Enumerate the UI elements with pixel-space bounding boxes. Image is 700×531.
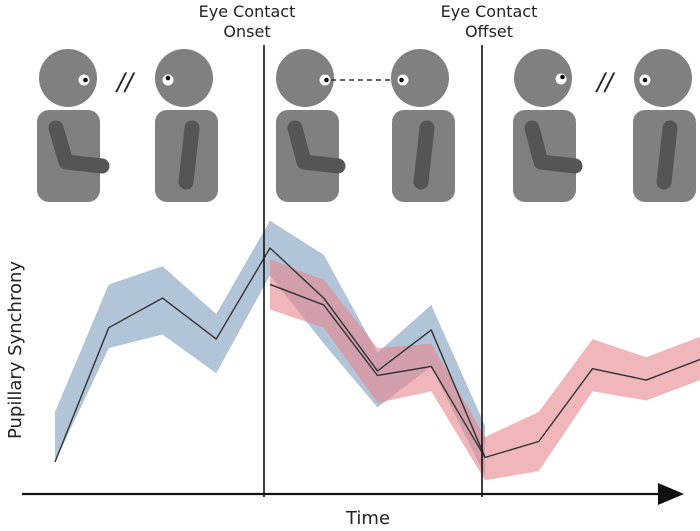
arm [413,120,435,190]
x-axis-label: Time [345,508,390,529]
person-phase2-right [391,49,455,202]
pupil-icon [399,77,404,83]
onset-label-line1: Eye Contact [199,2,296,21]
person-phase1-left [37,49,110,202]
no-contact-mark-2: // [595,68,616,96]
head [514,49,572,107]
mean-line-1 [54,247,486,463]
eye-icon [555,73,567,85]
y-axis-label: Pupillary Synchrony [5,261,26,439]
arm [48,120,110,174]
person-phase3-right [633,49,696,202]
offset-label-line1: Eye Contact [441,2,538,21]
person-phase2-left [276,49,346,202]
pupil-icon [642,77,648,83]
synchrony-chart [54,220,700,481]
head [39,49,97,107]
arm [656,120,678,190]
mean-line-2 [269,283,700,459]
confidence-band-1 [55,220,485,476]
confidence-band-2 [270,259,700,481]
people-illustrations: // [37,49,696,202]
arm [178,120,200,190]
head [276,49,334,107]
arm [524,120,583,174]
person-phase3-left [513,49,583,202]
onset-label-line2: Onset [223,22,270,41]
offset-label-line2: Offset [465,22,513,41]
pupil-icon [83,77,88,83]
pupil-icon [165,75,171,81]
time-axis-arrowhead [658,483,684,505]
pupil-icon [560,74,565,80]
head [391,49,449,107]
head [155,49,213,107]
head [634,49,692,107]
no-contact-mark-1: // [115,68,136,96]
arm [287,120,346,174]
person-phase1-right [155,49,218,202]
pupil-icon [324,77,329,83]
